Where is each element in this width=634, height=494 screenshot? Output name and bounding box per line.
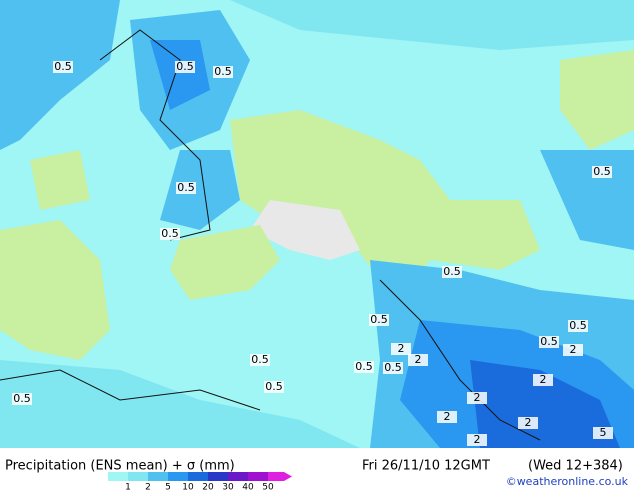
contour-label: 0.5 bbox=[214, 65, 232, 78]
contour-label: 2 bbox=[474, 391, 481, 404]
colorbar-tick-label: 1 bbox=[125, 483, 131, 491]
label-box bbox=[563, 344, 583, 356]
contour-label: 2 bbox=[474, 433, 481, 446]
label-box bbox=[383, 362, 403, 374]
label-box bbox=[593, 427, 613, 439]
contour-label: 0.5 bbox=[251, 353, 269, 366]
colorbar-swatch bbox=[148, 472, 168, 481]
label-box bbox=[467, 434, 487, 446]
label-box bbox=[250, 354, 270, 366]
colorbar-tick-label: 30 bbox=[222, 483, 234, 491]
label-box bbox=[592, 166, 612, 178]
colorbar-tick-label: 10 bbox=[182, 483, 194, 491]
forecast: (Wed 12+384) bbox=[528, 459, 623, 474]
colorbar-swatch bbox=[208, 472, 228, 481]
map-title: Precipitation (ENS mean) + σ (mm) bbox=[5, 459, 235, 474]
label-box bbox=[408, 354, 428, 366]
contour-label: 0.5 bbox=[540, 335, 558, 348]
contour-label: 0.5 bbox=[176, 60, 194, 73]
label-box bbox=[354, 361, 374, 373]
label-box bbox=[12, 393, 32, 405]
label-box bbox=[369, 314, 389, 326]
contour-label: 2 bbox=[398, 342, 405, 355]
colorbar-swatch bbox=[248, 472, 268, 481]
map-base bbox=[0, 0, 634, 448]
colorbar-swatch bbox=[128, 472, 148, 481]
contour-label: 0.5 bbox=[161, 227, 179, 240]
label-box bbox=[539, 336, 559, 348]
colorbar-tick-label: 50 bbox=[262, 483, 274, 491]
contour-label: 2 bbox=[540, 373, 547, 386]
label-box bbox=[533, 374, 553, 386]
credit: ©weatheronline.co.uk bbox=[506, 475, 629, 488]
colorbar-tick-label: 40 bbox=[242, 483, 254, 491]
contour-label: 2 bbox=[415, 353, 422, 366]
colorbar-swatch bbox=[188, 472, 208, 481]
label-box bbox=[53, 61, 73, 73]
label-box bbox=[442, 266, 462, 278]
contour-label: 2 bbox=[525, 416, 532, 429]
contour-label: 0.5 bbox=[54, 60, 72, 73]
label-box bbox=[176, 182, 196, 194]
contour-label: 0.5 bbox=[177, 181, 195, 194]
contour-label: 0.5 bbox=[593, 165, 611, 178]
contour-label: 2 bbox=[444, 410, 451, 423]
label-box bbox=[264, 381, 284, 393]
label-box bbox=[213, 66, 233, 78]
colorbar-tick-label: 5 bbox=[165, 483, 171, 491]
contour-label: 2 bbox=[570, 343, 577, 356]
colorbar: 1 2 5 10 20 30 40 50 bbox=[108, 472, 292, 493]
contour-label: 0.5 bbox=[370, 313, 388, 326]
contour-label: 0.5 bbox=[265, 380, 283, 393]
label-box bbox=[160, 228, 180, 240]
label-box bbox=[518, 417, 538, 429]
colorbar-tick-label: 20 bbox=[202, 483, 214, 491]
label-box bbox=[391, 343, 411, 355]
label-box bbox=[175, 61, 195, 73]
contour-label: 0.5 bbox=[384, 361, 402, 374]
colorbar-swatch bbox=[228, 472, 248, 481]
label-box bbox=[437, 411, 457, 423]
contour-labels: 0.5 0.5 0.5 0.5 0.5 0.5 0.5 0.5 0.5 0.5 0.5 0.5 0.5 2… bbox=[12, 60, 613, 446]
label-box bbox=[467, 392, 487, 404]
contour-label: 0.5 bbox=[355, 360, 373, 373]
timestamp: Fri 26/11/10 12GMT bbox=[362, 459, 490, 474]
contour-label: 0.5 bbox=[569, 319, 587, 332]
colorbar-swatch bbox=[268, 472, 292, 481]
contour-label: 0.5 bbox=[13, 392, 31, 405]
contour-label: 0.5 bbox=[443, 265, 461, 278]
colorbar-swatch bbox=[108, 472, 128, 481]
contour-label: 5 bbox=[600, 426, 607, 439]
label-box bbox=[568, 320, 588, 332]
colorbar-swatch bbox=[168, 472, 188, 481]
colorbar-tick-label: 2 bbox=[145, 483, 151, 491]
